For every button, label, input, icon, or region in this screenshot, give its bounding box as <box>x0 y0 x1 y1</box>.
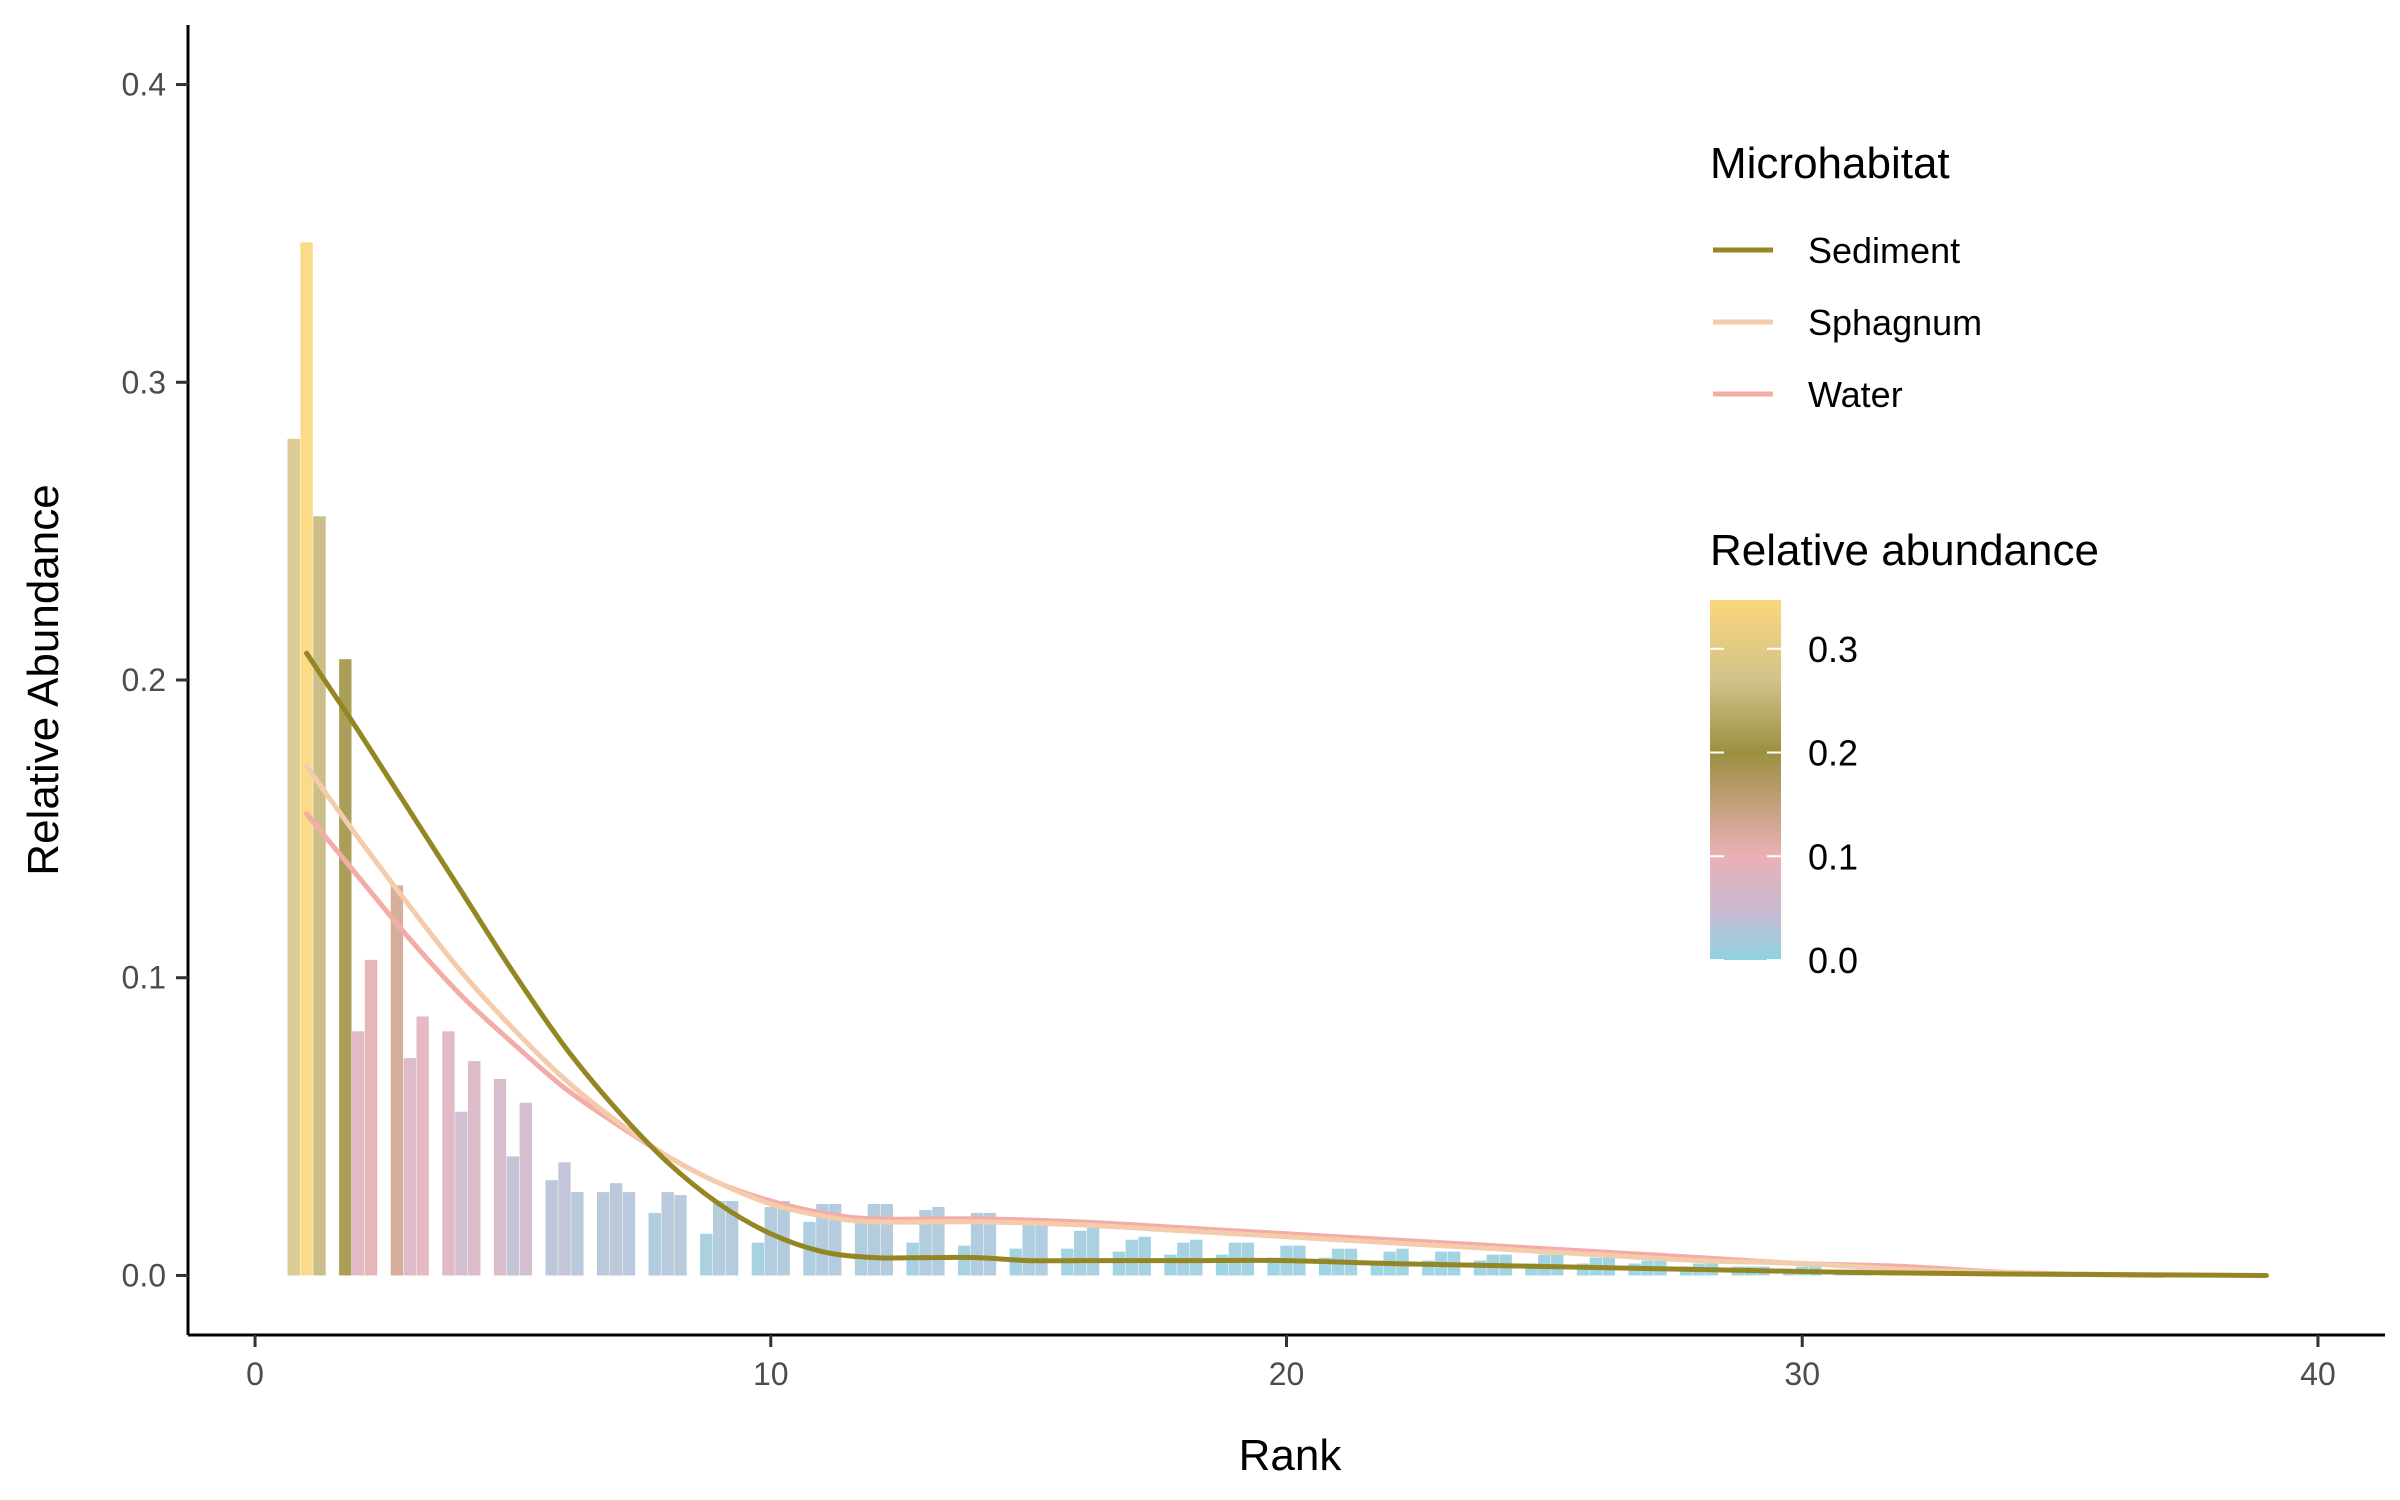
y-tick-label: 0.3 <box>122 364 166 400</box>
lines-layer <box>304 650 2269 1278</box>
bar-47 <box>1086 1227 1100 1276</box>
bar-72 <box>1525 1263 1538 1276</box>
legend-label-water: Water <box>1808 374 1903 415</box>
y-tick-label: 0.4 <box>122 67 166 103</box>
legend-label-sediment: Sediment <box>1808 230 1960 271</box>
bar-0 <box>287 438 300 1276</box>
series-line-sediment <box>304 650 2269 1278</box>
bar-50 <box>1138 1236 1151 1276</box>
bar-2 <box>313 516 326 1276</box>
bar-32 <box>829 1204 842 1276</box>
legend-abundance-title: Relative abundance <box>1710 526 2099 575</box>
bar-4 <box>352 1031 365 1276</box>
bar-23 <box>674 1195 687 1276</box>
bar-20 <box>622 1192 636 1276</box>
y-axis-title: Relative Abundance <box>19 484 68 875</box>
bar-43 <box>1022 1221 1035 1276</box>
bar-51 <box>1164 1254 1177 1276</box>
bar-31 <box>816 1204 829 1276</box>
bar-44 <box>1035 1218 1048 1276</box>
colorbar <box>1710 600 1781 960</box>
bar-27 <box>751 1242 765 1276</box>
bar-18 <box>596 1192 610 1276</box>
bar-25 <box>713 1201 726 1276</box>
bar-14 <box>519 1102 532 1276</box>
x-tick-label: 10 <box>753 1356 789 1392</box>
bar-15 <box>545 1180 558 1276</box>
y-tick-label: 0.0 <box>122 1257 166 1293</box>
colorbar-tick-label: 0.2 <box>1808 733 1858 774</box>
bar-5 <box>364 959 378 1276</box>
bar-9 <box>442 1031 455 1276</box>
bar-11 <box>468 1061 481 1276</box>
bar-33 <box>854 1221 868 1276</box>
x-tick-label: 30 <box>1784 1356 1820 1392</box>
legend: Microhabitat Sediment Sphagnum Water Relat… <box>1710 139 2099 981</box>
bar-17 <box>571 1192 584 1276</box>
bar-19 <box>609 1183 623 1276</box>
bar-13 <box>506 1156 520 1276</box>
x-tick-label: 40 <box>2300 1356 2336 1392</box>
x-tick-label: 20 <box>1269 1356 1305 1392</box>
x-axis-title: Rank <box>1239 1431 1343 1480</box>
bar-21 <box>648 1212 661 1276</box>
bar-1 <box>300 242 313 1276</box>
colorbar-tick-label: 0.0 <box>1808 940 1858 981</box>
bar-10 <box>455 1111 468 1276</box>
bar-3 <box>339 659 352 1276</box>
colorbar-ticks: 0.0 0.1 0.2 0.3 <box>1710 629 1858 981</box>
bar-54 <box>1215 1254 1229 1276</box>
legend-label-sphagnum: Sphagnum <box>1808 302 1982 343</box>
bar-53 <box>1190 1239 1203 1276</box>
series-line-water <box>304 811 2166 1278</box>
y-tick-label: 0.2 <box>122 662 166 698</box>
bar-8 <box>416 1016 429 1276</box>
bar-48 <box>1112 1251 1126 1276</box>
bar-22 <box>661 1192 674 1276</box>
bar-6 <box>390 885 404 1276</box>
bar-49 <box>1125 1239 1138 1276</box>
ticks-layer: 0 10 20 30 40 0.0 0.1 0.2 0.3 0.4 <box>122 67 2336 1392</box>
bar-24 <box>700 1233 713 1276</box>
bar-26 <box>725 1201 739 1276</box>
bar-35 <box>880 1204 893 1276</box>
bar-12 <box>493 1078 507 1276</box>
bar-39 <box>957 1245 971 1276</box>
bar-28 <box>764 1206 777 1276</box>
series-line-sphagnum <box>304 763 2166 1278</box>
bar-7 <box>403 1058 416 1276</box>
legend-microhabitat-title: Microhabitat <box>1710 139 1950 188</box>
axes-layer <box>186 25 2385 1337</box>
colorbar-tick-label: 0.3 <box>1808 629 1858 670</box>
legend-line-items: Sediment Sphagnum Water <box>1713 230 1982 415</box>
bar-46 <box>1074 1230 1087 1276</box>
bar-16 <box>558 1162 571 1276</box>
y-tick-label: 0.1 <box>122 960 166 996</box>
x-tick-label: 0 <box>246 1356 264 1392</box>
colorbar-tick-label: 0.1 <box>1808 836 1858 877</box>
bar-34 <box>867 1204 881 1276</box>
